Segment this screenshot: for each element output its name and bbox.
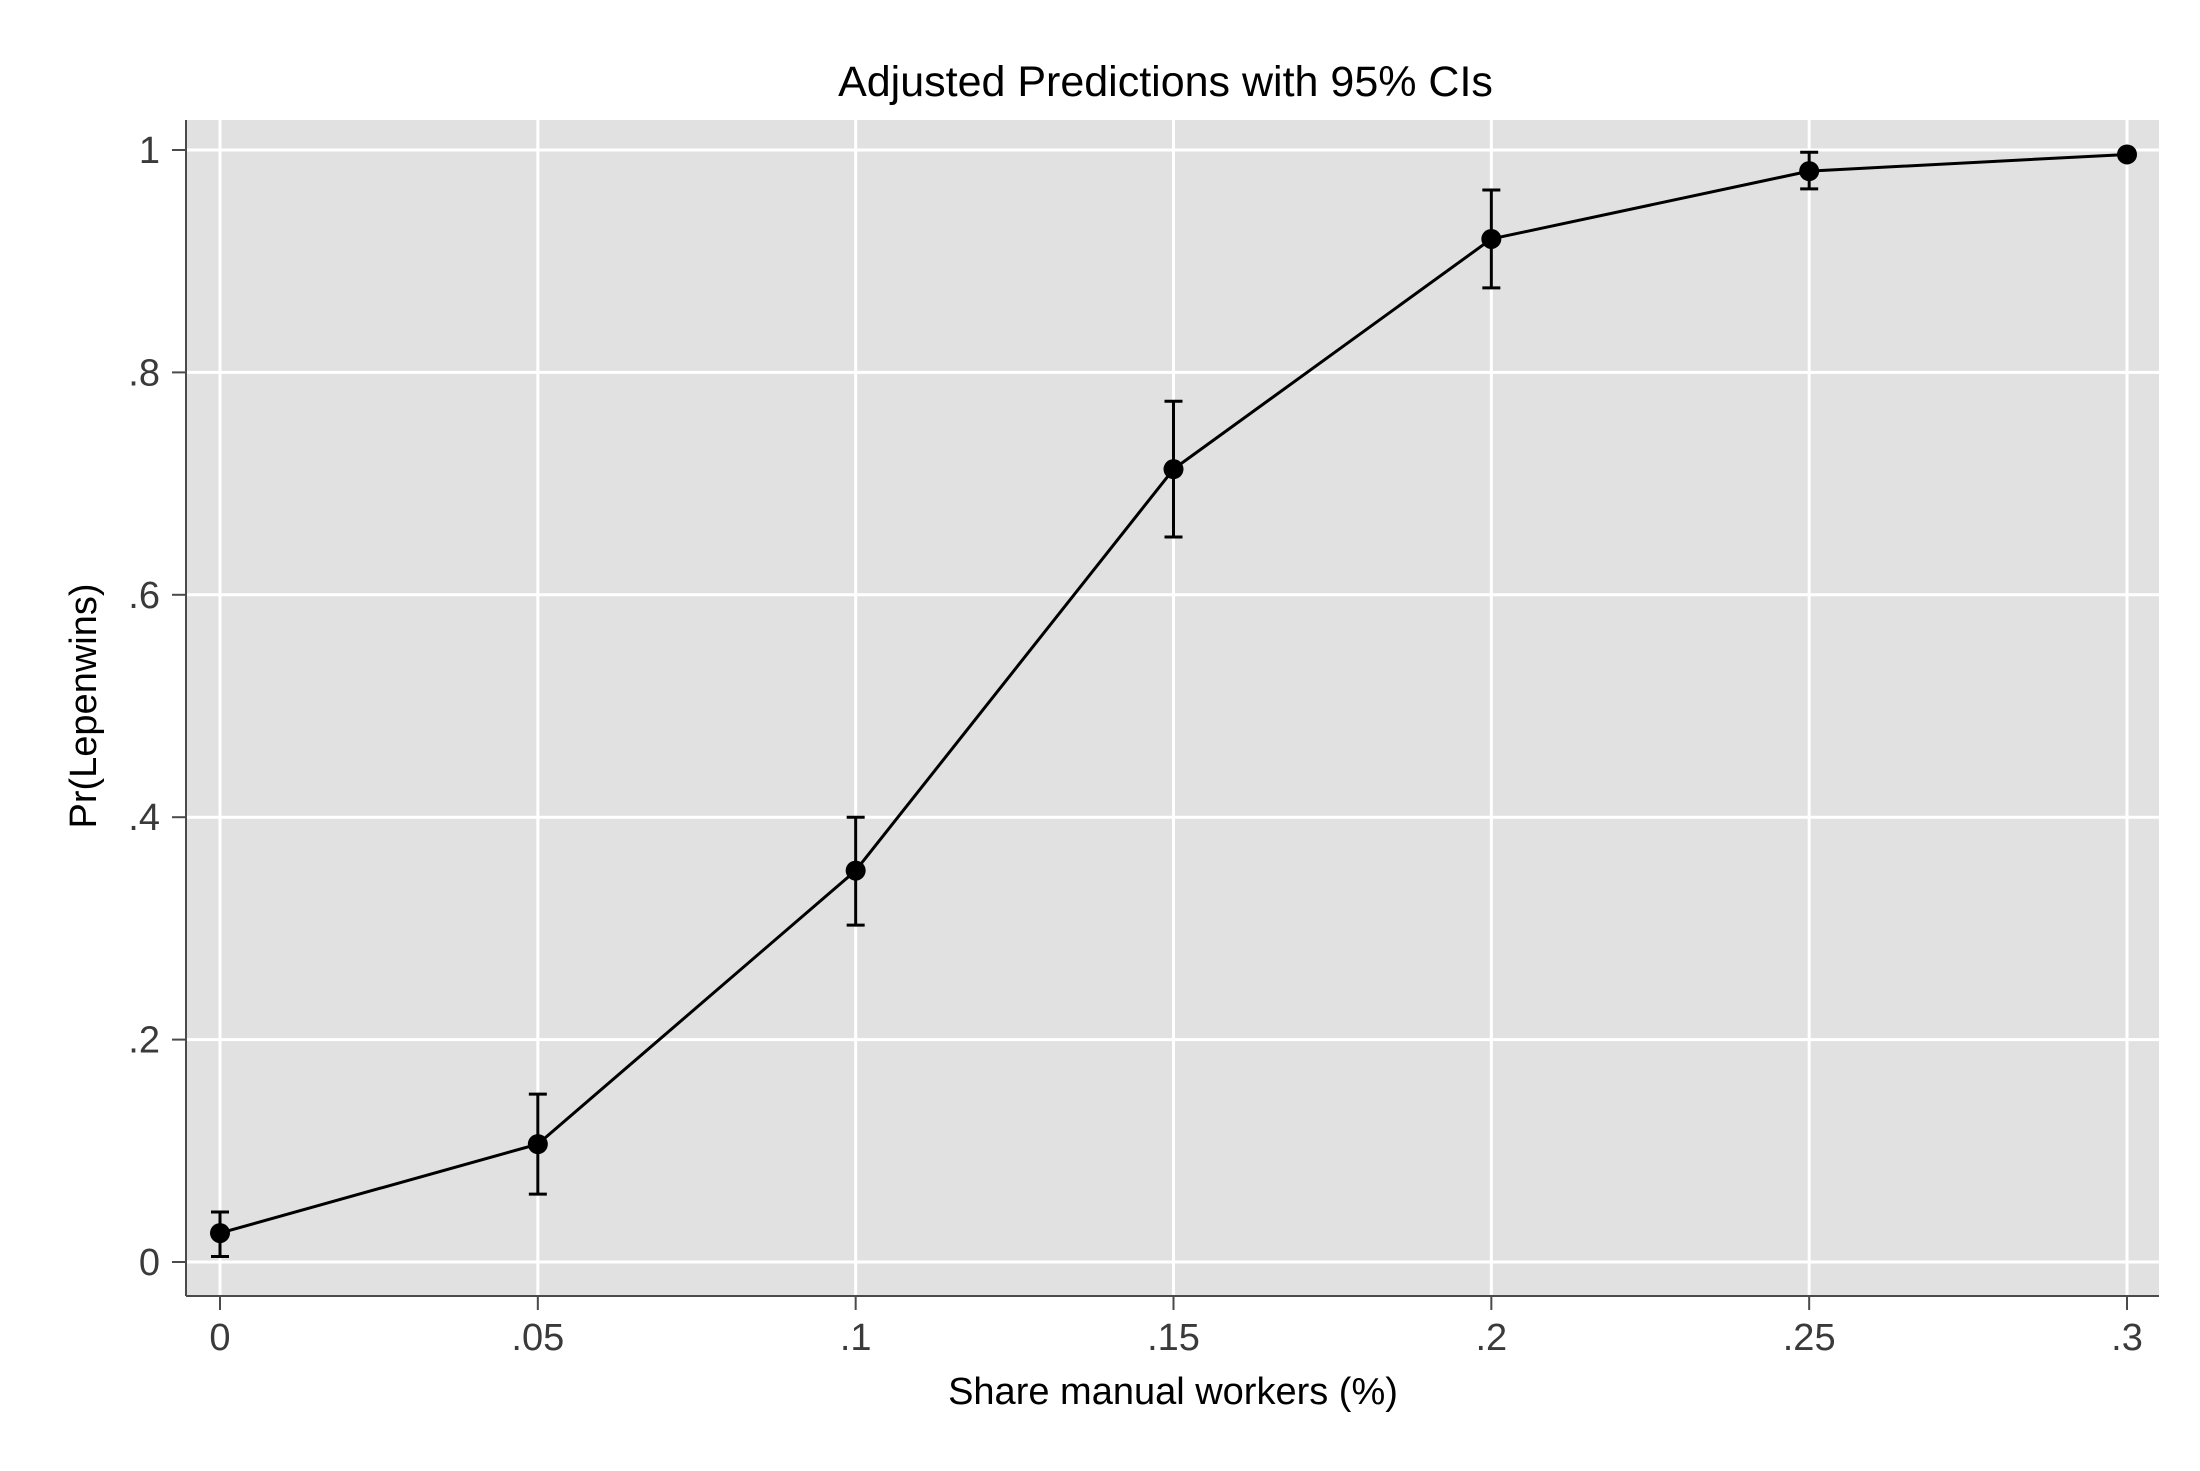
data-point [845, 860, 866, 881]
y-tick-label: .8 [128, 352, 160, 394]
data-point [1163, 459, 1184, 480]
grid-lines [186, 120, 2159, 1296]
data-point [1799, 161, 1820, 182]
y-axis-title: Pr(Lepenwins) [63, 584, 105, 829]
y-tick-label: .4 [128, 797, 160, 839]
axes: 0 .2 .4 .6 .8 1 0 .05 .1 .15 .2 .25 .3 [128, 120, 2159, 1359]
x-tick-label: .3 [2111, 1317, 2143, 1359]
data-point [2117, 144, 2137, 165]
x-tick-label: 0 [209, 1317, 230, 1359]
data-point [210, 1223, 230, 1244]
x-tick-label: .1 [840, 1317, 872, 1359]
x-tick-label: .05 [511, 1317, 564, 1359]
x-axis-title: Share manual workers (%) [948, 1371, 1398, 1413]
x-tick-label: .15 [1147, 1317, 1200, 1359]
data-points [210, 144, 2137, 1244]
y-tick-label: 1 [139, 130, 160, 172]
x-tick-label: .25 [1783, 1317, 1836, 1359]
x-tick-label: .2 [1475, 1317, 1507, 1359]
chart-title: Adjusted Predictions with 95% CIs [838, 58, 1493, 106]
data-point [1481, 228, 1502, 249]
y-tick-label: .6 [128, 575, 160, 617]
y-tick-label: .2 [128, 1020, 160, 1062]
data-point [527, 1134, 548, 1155]
y-tick-label: 0 [139, 1242, 160, 1284]
